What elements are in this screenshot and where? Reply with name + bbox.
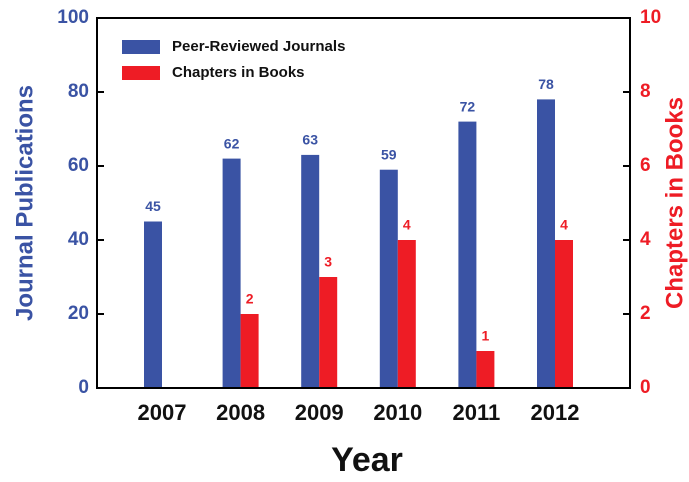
y2-tick-label: 8 bbox=[640, 81, 651, 102]
y-axis-label: Journal Publications bbox=[11, 85, 38, 321]
y-tick-label: 0 bbox=[78, 377, 89, 398]
y2-tick-label: 10 bbox=[640, 7, 661, 28]
data-label: 2 bbox=[246, 291, 254, 307]
bar bbox=[379, 169, 398, 388]
data-label: 45 bbox=[145, 198, 161, 214]
bar bbox=[537, 99, 555, 389]
bar bbox=[222, 158, 241, 388]
y2-tick-label: 0 bbox=[640, 377, 651, 398]
y-tick-label: 80 bbox=[68, 81, 89, 102]
y-tick-label: 20 bbox=[68, 303, 89, 324]
legend-swatch bbox=[122, 66, 160, 80]
data-label: 63 bbox=[302, 132, 318, 148]
bar bbox=[555, 240, 573, 388]
bar bbox=[144, 221, 162, 388]
bar bbox=[458, 121, 477, 388]
x-tick-label: 2010 bbox=[373, 400, 422, 425]
x-tick-label: 2009 bbox=[295, 400, 344, 425]
x-tick-label: 2008 bbox=[216, 400, 265, 425]
bar bbox=[319, 277, 338, 388]
data-label: 4 bbox=[403, 217, 411, 233]
data-label: 3 bbox=[324, 254, 332, 270]
x-axis-label: Year bbox=[331, 441, 403, 479]
x-tick-label: 2012 bbox=[531, 400, 580, 425]
data-label: 62 bbox=[224, 135, 240, 151]
y-tick-label: 40 bbox=[68, 229, 89, 250]
y2-axis-label: Chapters in Books bbox=[661, 97, 688, 309]
bar bbox=[476, 351, 495, 388]
x-tick-label: 2007 bbox=[138, 400, 187, 425]
y2-tick-label: 4 bbox=[640, 229, 651, 250]
data-label: 78 bbox=[538, 76, 554, 92]
bar bbox=[240, 314, 259, 388]
y2-tick-label: 2 bbox=[640, 303, 651, 324]
bar bbox=[397, 240, 416, 388]
legend-label: Peer-Reviewed Journals bbox=[172, 38, 345, 55]
data-label: 59 bbox=[381, 146, 397, 162]
y-tick-label: 100 bbox=[57, 7, 89, 28]
bar bbox=[301, 154, 320, 388]
legend-label: Chapters in Books bbox=[172, 64, 305, 81]
legend-swatch bbox=[122, 40, 160, 54]
x-tick-label: 2011 bbox=[453, 400, 501, 425]
plot-frame bbox=[96, 17, 631, 389]
data-label: 4 bbox=[560, 217, 568, 233]
data-label: 72 bbox=[460, 98, 476, 114]
data-label: 1 bbox=[482, 328, 490, 344]
y2-tick-label: 6 bbox=[640, 155, 651, 176]
y-tick-label: 60 bbox=[68, 155, 89, 176]
